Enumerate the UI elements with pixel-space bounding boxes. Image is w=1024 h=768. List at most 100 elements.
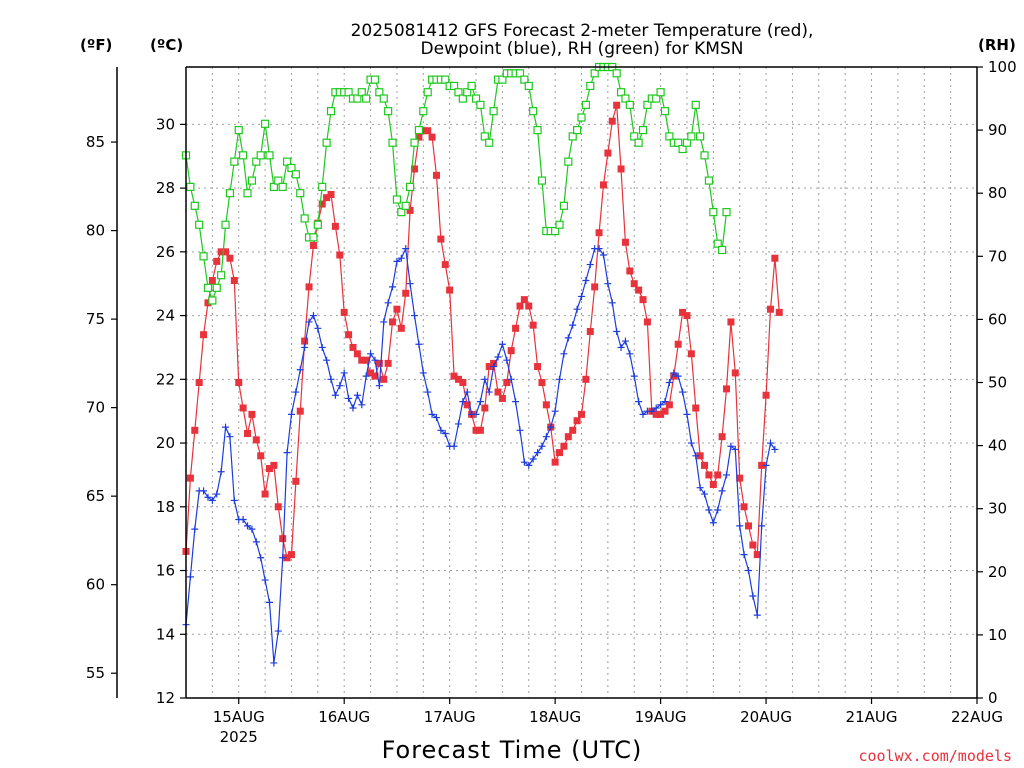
dewpoint-point <box>696 484 704 492</box>
rh-tick-label: 90 <box>988 121 1007 139</box>
dewpoint-point <box>450 442 458 450</box>
temperature-point <box>507 347 515 355</box>
dewpoint-point <box>213 490 221 498</box>
rh-point <box>551 226 560 236</box>
temperature-point <box>723 385 731 393</box>
dewpoint-point <box>481 375 489 383</box>
rh-point <box>203 283 213 292</box>
dewpoint-point <box>389 283 397 291</box>
rh-point <box>564 157 573 166</box>
rh-point <box>353 94 362 103</box>
temperature-point <box>635 286 643 294</box>
temperature-point <box>397 324 405 332</box>
temperature-point <box>186 474 194 482</box>
rh-point <box>678 144 687 154</box>
dewpoint-point <box>771 445 779 453</box>
rh-point <box>691 100 700 109</box>
dewpoint-line <box>185 246 776 663</box>
x-tick-label: 22AUG <box>951 708 1003 726</box>
rh-tick-label: 50 <box>988 374 1007 392</box>
dewpoint-point <box>208 496 216 504</box>
dewpoint-point <box>265 598 273 606</box>
dewpoint-point <box>301 343 309 351</box>
rh-point <box>665 132 674 141</box>
celsius-tick-label: 14 <box>156 625 175 643</box>
axes: 12 14 16 18 20 22 24 26 28 30 55 60 65 70 75 80 85 0 10 20 3… <box>86 58 1017 746</box>
rh-point <box>515 69 525 78</box>
temperature-point <box>758 461 766 469</box>
celsius-tick-label: 30 <box>156 115 175 133</box>
fahrenheit-tick-label: 55 <box>86 664 105 682</box>
temperature-point <box>512 324 520 332</box>
temperature-point <box>349 343 357 351</box>
temperature-point <box>771 254 779 262</box>
temperature-point <box>617 165 625 173</box>
rh-point <box>634 138 643 147</box>
celsius-tick-label: 24 <box>156 307 175 325</box>
dewpoint-point <box>529 455 537 463</box>
dewpoint-point <box>463 388 471 396</box>
rh-point <box>471 94 481 103</box>
dewpoint-point <box>309 312 317 320</box>
dewpoint-point <box>538 442 546 450</box>
dewpoint-point <box>534 449 542 457</box>
dewpoint-point <box>608 299 616 307</box>
dewpoint-point <box>701 490 709 498</box>
temperature-point <box>705 471 713 479</box>
rh-unit-label: (RH) <box>978 36 1016 54</box>
dewpoint-point <box>648 407 656 415</box>
rh-point <box>261 119 270 128</box>
rh-point <box>269 182 278 191</box>
fahrenheit-tick-label: 80 <box>86 222 105 240</box>
temperature-point <box>265 465 273 473</box>
x-tick-label: 16AUG <box>318 708 370 726</box>
rh-tick-label: 20 <box>988 563 1007 581</box>
fahrenheit-tick-label: 70 <box>86 399 105 417</box>
rh-point <box>682 138 692 147</box>
dewpoint-point <box>191 525 199 533</box>
temperature-point <box>621 238 629 246</box>
temperature-point <box>384 359 392 367</box>
temperature-series <box>182 101 783 562</box>
dewpoint-point <box>498 340 506 348</box>
rh-point <box>230 157 239 166</box>
dewpoint-point <box>507 375 515 383</box>
dewpoint-point <box>705 506 713 514</box>
rh-tick-label: 80 <box>988 184 1007 202</box>
temperature-point <box>626 267 634 275</box>
dewpoint-point <box>630 372 638 380</box>
dewpoint-point <box>375 382 383 390</box>
dewpoint-point <box>657 401 665 409</box>
rh-point <box>718 245 727 255</box>
rh-point <box>357 88 366 97</box>
rh-point <box>388 138 397 147</box>
dewpoint-point <box>709 519 717 527</box>
rh-tick-label: 60 <box>988 310 1007 328</box>
dewpoint-point <box>556 375 564 383</box>
temperature-point <box>498 394 506 402</box>
temperature-point <box>683 312 691 320</box>
dewpoint-point <box>652 404 660 412</box>
temperature-point <box>744 522 752 530</box>
temperature-point <box>226 254 234 262</box>
temperature-point <box>775 308 783 316</box>
temperature-point <box>195 379 203 386</box>
dewpoint-point <box>327 375 335 383</box>
temperature-point <box>287 551 295 559</box>
rh-tick-label: 0 <box>988 689 998 707</box>
temperature-point <box>283 554 291 562</box>
dewpoint-point <box>736 522 744 530</box>
temperature-point <box>309 241 317 249</box>
dewpoint-point <box>604 280 612 288</box>
dewpoint-point <box>564 334 572 342</box>
rh-point <box>344 88 353 97</box>
temperature-point <box>731 369 739 377</box>
rh-point <box>274 176 283 185</box>
rh-point <box>524 81 533 91</box>
temperature-point <box>740 503 748 511</box>
temperature-point <box>393 305 401 313</box>
temperature-point <box>485 363 493 371</box>
fahrenheit-tick-label: 85 <box>86 133 105 151</box>
dewpoint-point <box>679 388 687 396</box>
